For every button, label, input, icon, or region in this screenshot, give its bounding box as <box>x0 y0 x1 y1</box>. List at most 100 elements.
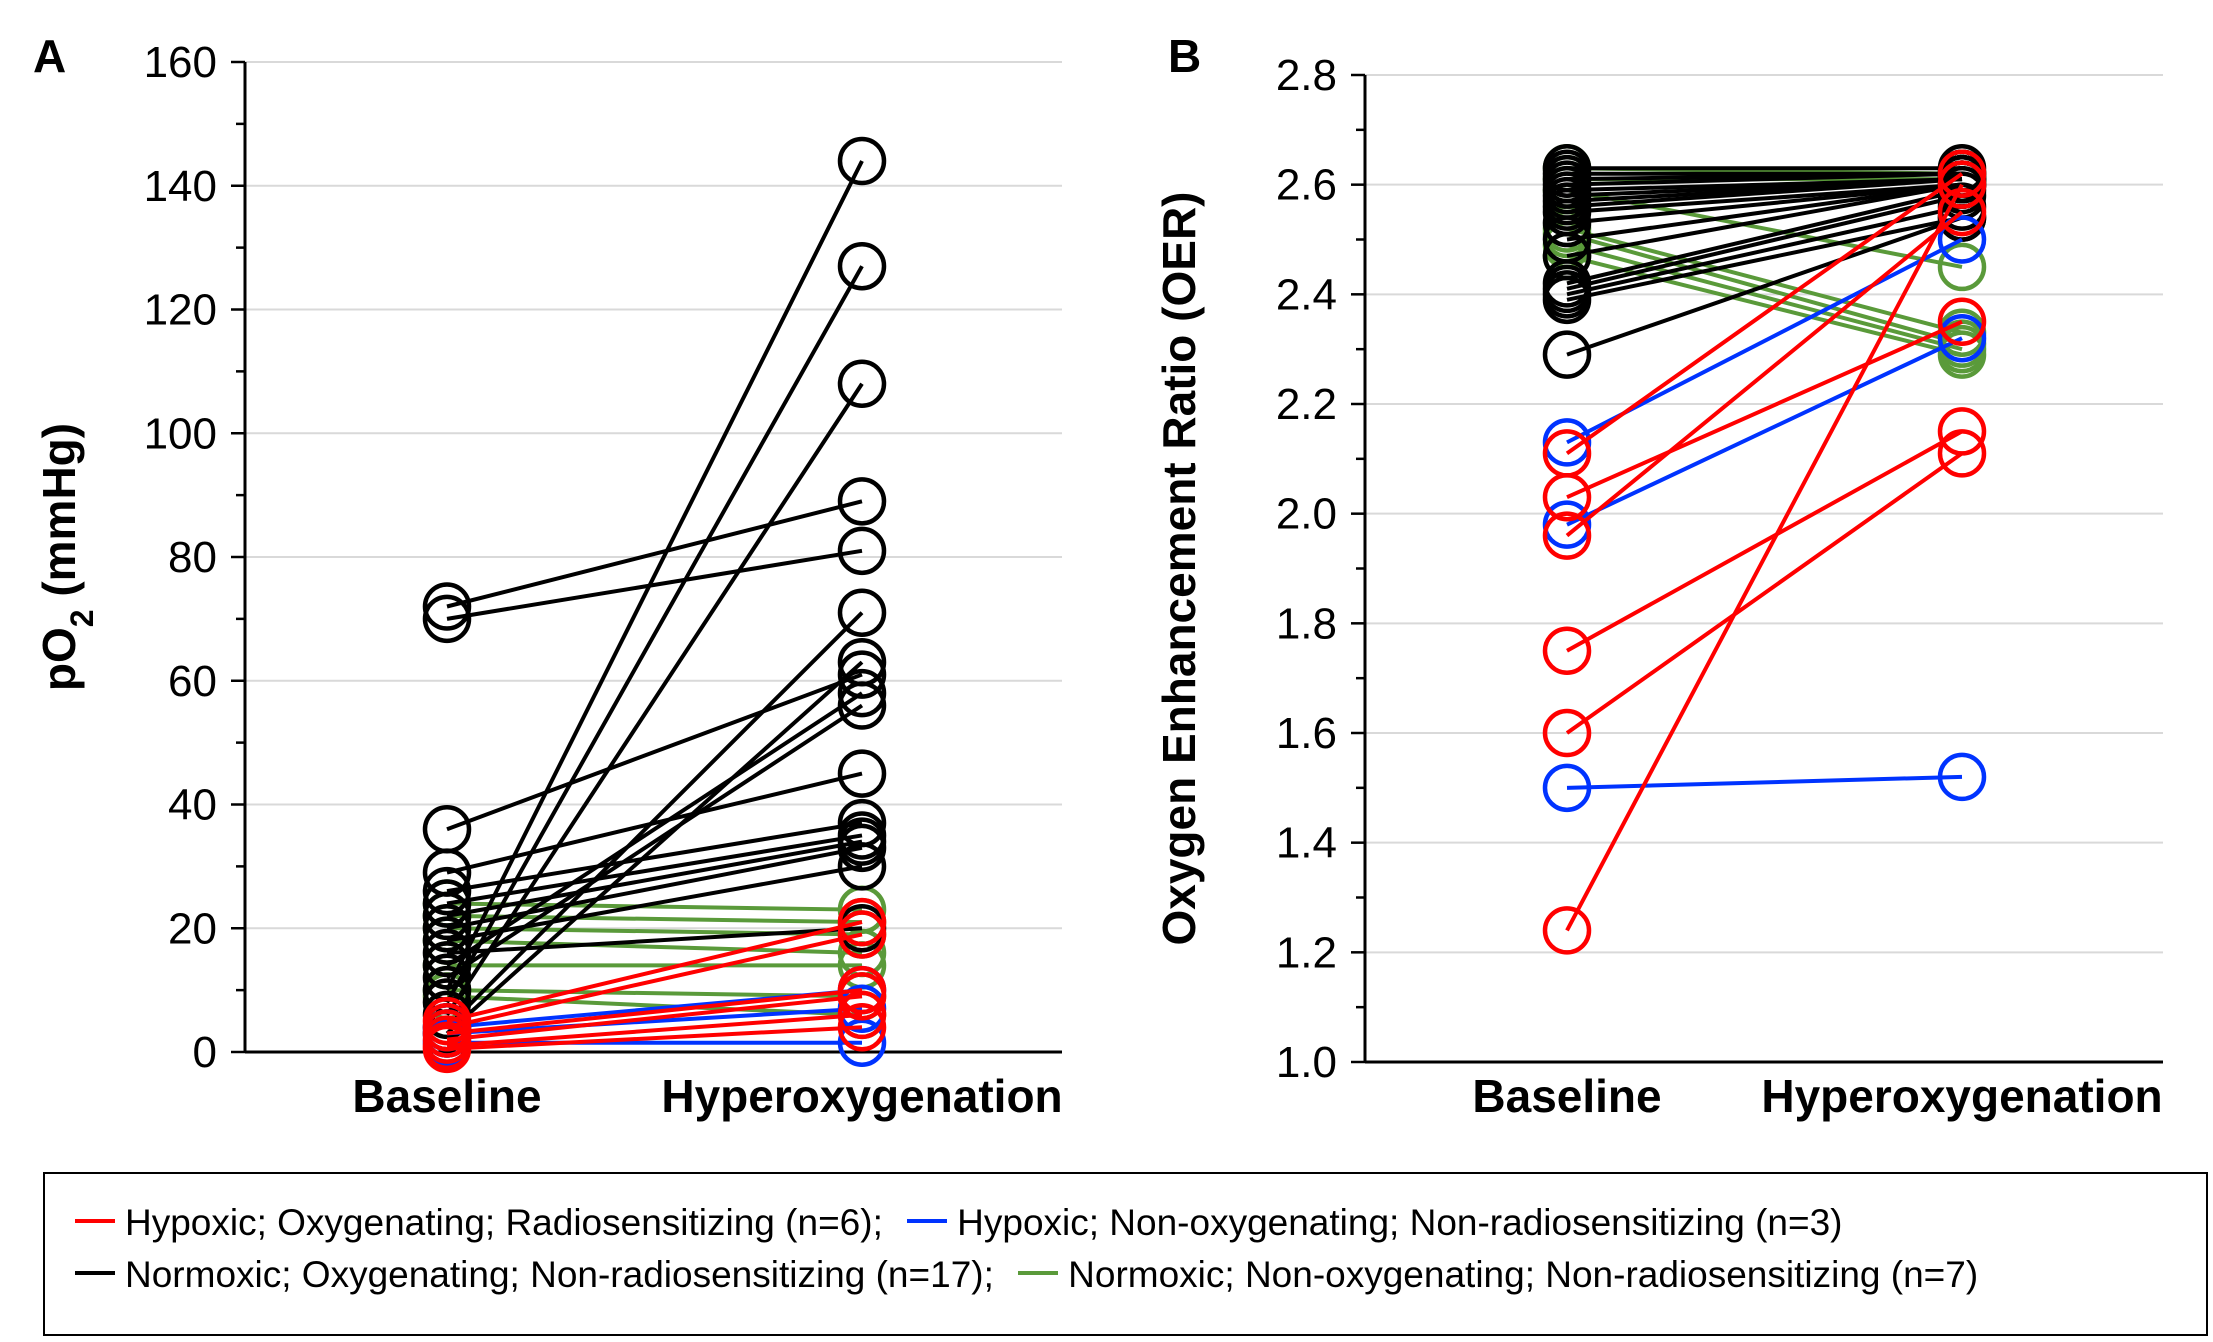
panel-b-chart: 1.0 1.2 1.4 1.6 1.8 2.0 2.2 2.4 2.6 2.8 Baseline Hy… <box>1153 30 2163 1122</box>
legend-item-blue: Hypoxic; Non-oxygenating; Non-radiosensi… <box>907 1202 1843 1244</box>
legend-swatch-blue <box>907 1219 948 1224</box>
legend-row-2: Normoxic; Oxygenating; Non-radiosensitiz… <box>75 1254 1978 1296</box>
series-line <box>446 913 863 925</box>
series-blue <box>1542 313 1987 549</box>
y-tick-label: 160 <box>144 38 217 87</box>
series-red <box>1542 160 1987 955</box>
data-point-hyperoxygenation <box>837 823 887 873</box>
data-point-hyperoxygenation <box>837 526 887 576</box>
y-tick-label: 120 <box>144 286 217 335</box>
data-point-hyperoxygenation <box>837 477 887 526</box>
legend-item-black: Normoxic; Oxygenating; Non-radiosensitiz… <box>75 1254 994 1296</box>
data-point-baseline <box>422 582 472 631</box>
series-line <box>446 499 863 609</box>
y-tick-label: 2.0 <box>1276 490 1337 539</box>
legend-row-1: Hypoxic; Oxygenating; Radiosensitizing (… <box>75 1202 1843 1244</box>
series-line <box>1566 243 1963 352</box>
series-line <box>446 926 863 955</box>
data-point-hyperoxygenation <box>837 668 887 718</box>
y-tick-label: 1.0 <box>1276 1038 1337 1087</box>
data-point-baseline <box>1542 626 1592 675</box>
data-point-hyperoxygenation <box>1937 429 1987 478</box>
y-tick-label: 140 <box>144 162 217 211</box>
y-axis-title: pO2 (mmHg) <box>33 423 100 691</box>
y-tick-label: 1.6 <box>1276 709 1337 758</box>
x-category-label: Baseline <box>1472 1070 1661 1122</box>
data-point-hyperoxygenation <box>837 650 887 699</box>
data-point-hyperoxygenation <box>837 897 887 947</box>
series-line <box>1566 182 1963 258</box>
y-tick-label: 100 <box>144 409 217 458</box>
y-tick-label: 1.2 <box>1276 928 1337 977</box>
series-black <box>422 526 887 644</box>
data-point-hyperoxygenation <box>837 136 887 186</box>
data-point-hyperoxygenation <box>837 842 887 891</box>
panel-a-chart: 0 20 40 60 80 100 120 140 160 Baseline Hyperoxygen… <box>33 30 1063 1122</box>
series-line <box>1566 215 1963 302</box>
legend: Hypoxic; Oxygenating; Radiosensitizing (… <box>43 1172 2208 1336</box>
series-line <box>446 1006 863 1036</box>
series-line <box>1566 193 1963 291</box>
series-line <box>1566 188 1963 286</box>
series-line <box>446 839 863 918</box>
data-point-hyperoxygenation <box>837 749 887 798</box>
series-line <box>445 703 864 980</box>
data-point-baseline <box>1542 708 1592 758</box>
data-point-hyperoxygenation <box>1937 149 1987 198</box>
legend-item-green: Normoxic; Non-oxygenating; Non-radiosens… <box>1018 1254 1978 1296</box>
series-line <box>445 691 864 968</box>
series-red <box>1542 149 1987 478</box>
legend-item-red: Hypoxic; Oxygenating; Radiosensitizing (… <box>75 1202 883 1244</box>
series-black <box>422 823 887 953</box>
series-line <box>445 160 864 992</box>
data-point-baseline <box>422 916 472 965</box>
data-point-baseline <box>422 594 472 644</box>
data-point-hyperoxygenation <box>837 972 887 1021</box>
series-line <box>445 611 864 1029</box>
x-category-label: Hyperoxygenation <box>1761 1070 2162 1122</box>
data-point-hyperoxygenation <box>1937 215 1987 264</box>
series-line <box>1566 319 1963 500</box>
y-tick-label: 20 <box>168 904 217 953</box>
data-point-hyperoxygenation <box>837 588 887 637</box>
series-line <box>446 833 863 906</box>
data-point-hyperoxygenation <box>837 1003 887 1052</box>
series-line <box>446 1012 863 1048</box>
series-black <box>422 136 887 1015</box>
data-point-hyperoxygenation <box>1937 160 1987 209</box>
data-point-baseline <box>422 891 472 941</box>
panel-letter: A <box>33 30 66 82</box>
data-point-hyperoxygenation <box>1937 330 1987 379</box>
data-point-hyperoxygenation <box>837 241 887 291</box>
y-tick-label: 80 <box>168 533 217 582</box>
legend-label-red: Hypoxic; Oxygenating; Radiosensitizing (… <box>125 1202 883 1243</box>
data-point-baseline <box>1542 275 1592 325</box>
series-line <box>445 265 864 1004</box>
data-point-hyperoxygenation <box>837 359 887 408</box>
y-axis-title: Oxygen Enhancement Ratio (OER) <box>1153 191 1205 945</box>
data-point-hyperoxygenation <box>837 910 887 959</box>
legend-label-black: Normoxic; Oxygenating; Non-radiosensitiz… <box>125 1254 994 1295</box>
y-tick-label: 2.6 <box>1276 161 1337 210</box>
data-point-hyperoxygenation <box>1937 187 1987 237</box>
data-point-baseline <box>422 879 472 928</box>
data-point-hyperoxygenation <box>837 1018 887 1067</box>
series-red <box>1542 407 1987 675</box>
series-line <box>446 1025 863 1051</box>
series-line <box>446 988 863 1036</box>
series-black <box>422 477 887 631</box>
series-red <box>422 1003 887 1074</box>
panel-letter: B <box>1168 30 1201 82</box>
data-point-baseline <box>1542 906 1592 955</box>
series-line <box>1566 182 1963 242</box>
series-line <box>1565 183 1964 932</box>
data-point-hyperoxygenation <box>837 990 887 1040</box>
y-tick-label: 2.4 <box>1276 270 1337 319</box>
data-point-baseline <box>1542 472 1592 522</box>
data-point-hyperoxygenation <box>1937 752 1987 802</box>
series-red <box>1542 429 1987 758</box>
y-tick-label: 1.8 <box>1276 599 1337 648</box>
x-category-label: Baseline <box>352 1070 541 1122</box>
series-line <box>1565 210 1964 538</box>
legend-label-blue: Hypoxic; Non-oxygenating; Non-radiosensi… <box>957 1202 1843 1243</box>
